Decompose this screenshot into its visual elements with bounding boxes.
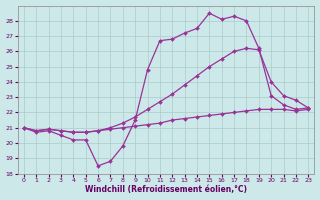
- X-axis label: Windchill (Refroidissement éolien,°C): Windchill (Refroidissement éolien,°C): [85, 185, 247, 194]
